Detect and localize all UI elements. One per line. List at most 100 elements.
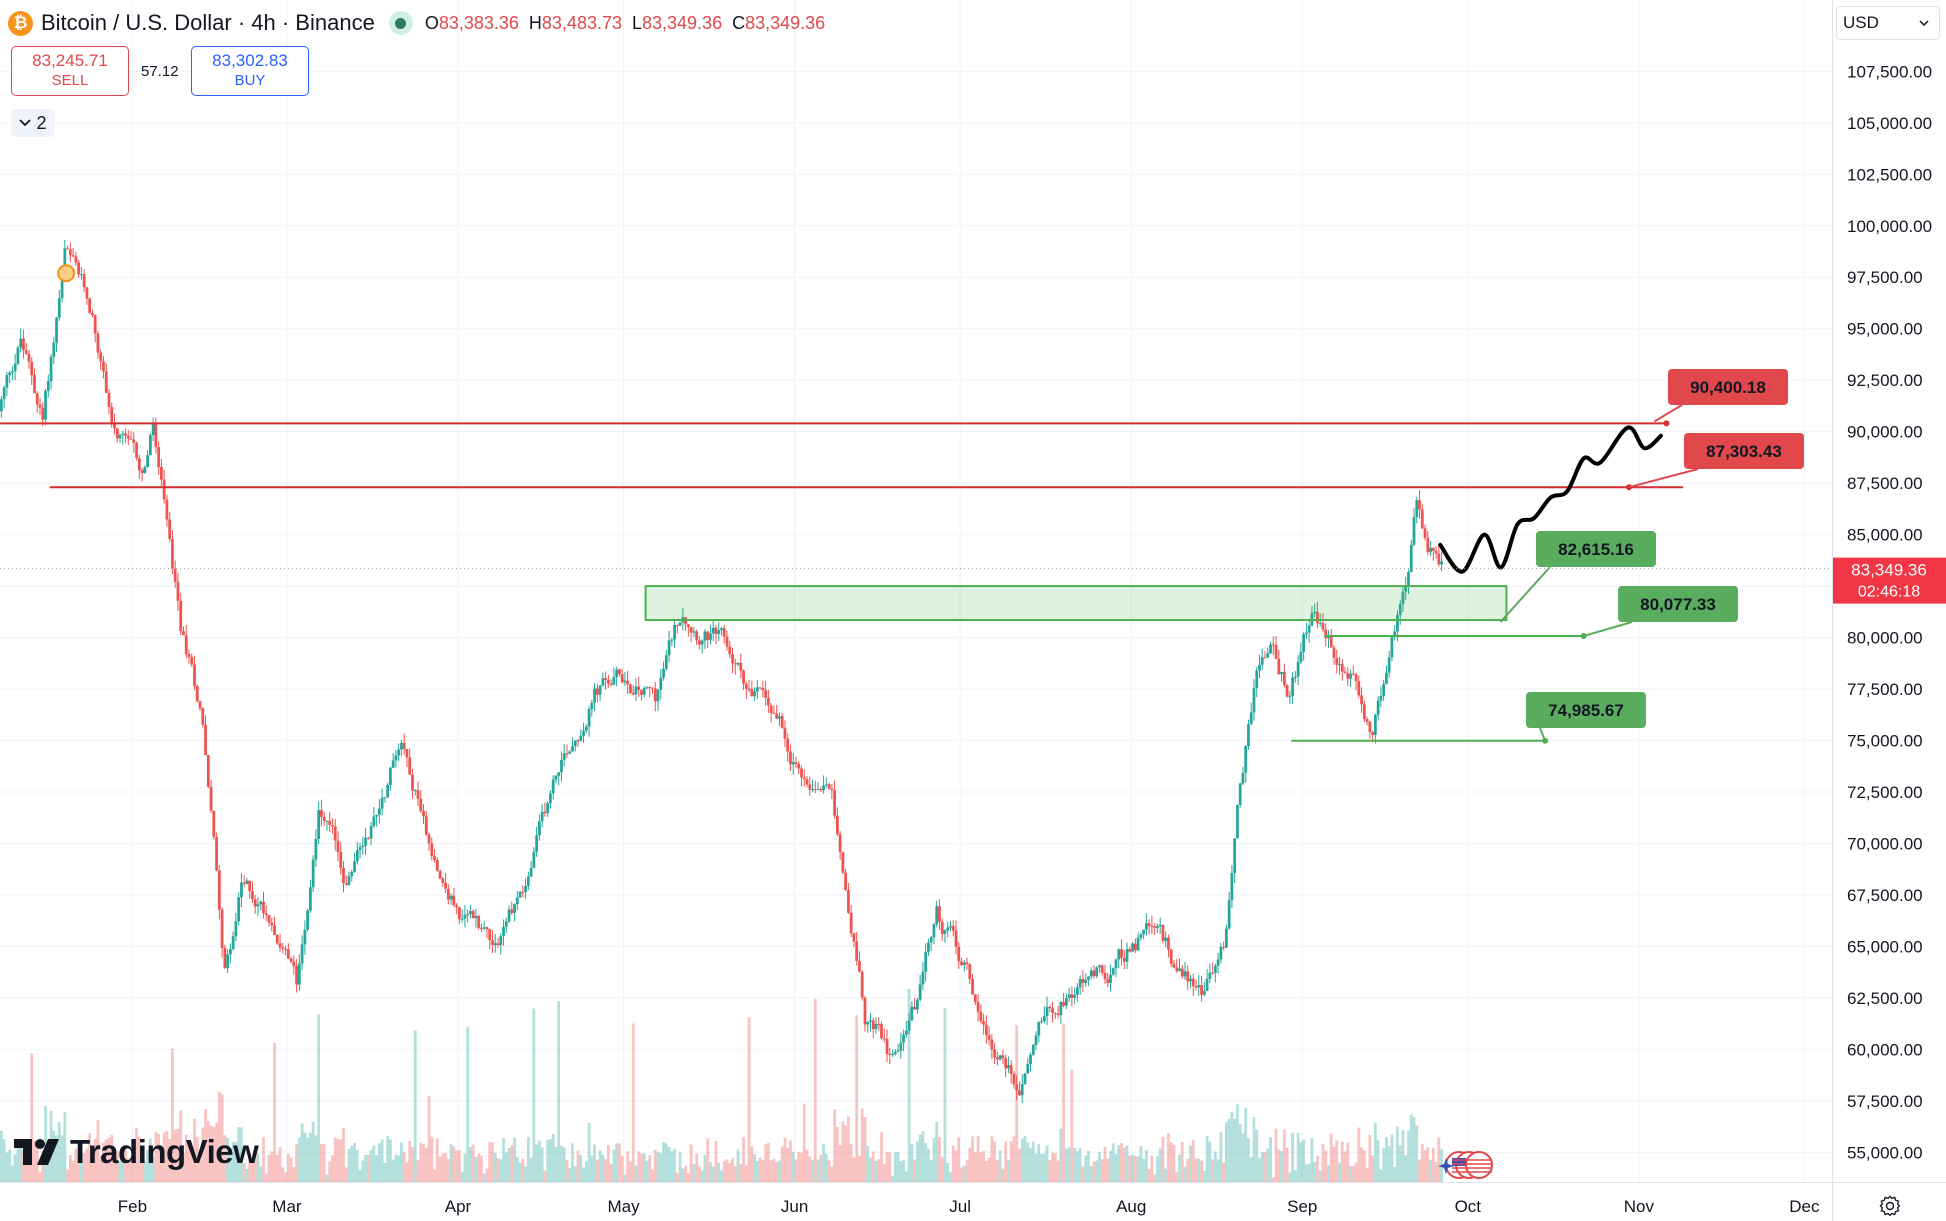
candle-body bbox=[427, 834, 431, 844]
drawings-layer[interactable]: 82,615.16 90,400.18 87,303.43 80,077.33 74,9… bbox=[0, 264, 1832, 1179]
candle-body bbox=[805, 779, 809, 785]
candle-body bbox=[775, 713, 779, 719]
candle-body bbox=[1031, 1045, 1035, 1055]
candle-body bbox=[477, 915, 481, 928]
volume-bar bbox=[1340, 1141, 1344, 1182]
price-axis[interactable]: 55,000.00 57,500.00 60,000.00 62,500.00 65,0… bbox=[1832, 0, 1946, 1221]
ohlc-high: H83,483.73 bbox=[528, 12, 622, 33]
candle-body bbox=[899, 1042, 903, 1051]
candle-body bbox=[579, 735, 583, 741]
candle-body bbox=[226, 954, 229, 969]
chart-settings-button[interactable] bbox=[1876, 1192, 1904, 1220]
volume-bar bbox=[844, 1125, 848, 1182]
volume-bar bbox=[1362, 1150, 1366, 1182]
buy-button[interactable]: 83,302.83 BUY bbox=[191, 46, 309, 96]
volume-bar bbox=[1095, 1160, 1099, 1182]
volume-bar bbox=[24, 1155, 28, 1182]
candle-body bbox=[394, 755, 398, 761]
candle-body bbox=[1001, 1055, 1005, 1059]
volume-bar bbox=[33, 1140, 36, 1182]
candle-body bbox=[99, 352, 103, 362]
volume-bar bbox=[1396, 1126, 1399, 1182]
time-axis[interactable]: Feb Mar Apr May Jun Jul Aug Sep Oct Nov Dec bbox=[0, 1182, 1946, 1217]
candle-body bbox=[1398, 604, 1402, 615]
candle-body bbox=[209, 786, 213, 811]
sell-button[interactable]: 83,245.71 SELL bbox=[11, 46, 129, 96]
volume-bar bbox=[1288, 1172, 1292, 1182]
support-label-2-connector bbox=[1539, 727, 1546, 742]
candle-body bbox=[38, 404, 42, 408]
volume-bar bbox=[932, 1137, 936, 1182]
volume-bar bbox=[626, 1151, 630, 1182]
candle-body bbox=[8, 372, 12, 376]
candle-body bbox=[411, 774, 414, 791]
volume-bar bbox=[1158, 1148, 1162, 1182]
symbol-title[interactable]: Bitcoin / U.S. Dollar · 4h · Binance bbox=[41, 10, 375, 35]
candle-body bbox=[391, 760, 395, 768]
volume-bar bbox=[82, 1153, 86, 1182]
candle-body bbox=[725, 636, 729, 647]
volume-bar bbox=[797, 1152, 801, 1182]
candle-body bbox=[13, 363, 17, 372]
candle-body bbox=[1194, 986, 1198, 988]
volume-bar bbox=[344, 1167, 348, 1182]
volume-bar bbox=[1100, 1158, 1104, 1182]
candle-body bbox=[783, 727, 787, 739]
candle-body bbox=[82, 274, 86, 288]
candle-body bbox=[1125, 949, 1129, 962]
time-tick-label: Jun bbox=[781, 1197, 808, 1216]
candle-body bbox=[744, 683, 748, 689]
candle-body bbox=[1191, 978, 1195, 987]
candle-body bbox=[1233, 838, 1237, 874]
price-tick-label: 62,500.00 bbox=[1847, 989, 1923, 1008]
volume-bar bbox=[609, 1163, 613, 1182]
volume-bar bbox=[601, 1154, 605, 1182]
volume-bar bbox=[1393, 1167, 1397, 1182]
volume-bar bbox=[1249, 1157, 1253, 1182]
volume-bar bbox=[1175, 1172, 1179, 1182]
tradingview-logo[interactable]: TradingView bbox=[14, 1133, 259, 1171]
countdown-text: 02:46:18 bbox=[1858, 584, 1920, 601]
support-label-1-connector bbox=[1583, 621, 1633, 637]
candle-body bbox=[1307, 625, 1311, 633]
candle-body bbox=[358, 847, 362, 851]
candle-body bbox=[631, 692, 635, 695]
volume-bar bbox=[1329, 1133, 1333, 1182]
candle-body bbox=[802, 777, 806, 780]
candle-body bbox=[943, 930, 947, 934]
volume-bar bbox=[303, 1132, 307, 1182]
volume-bar bbox=[1189, 1145, 1192, 1182]
candle-body bbox=[797, 763, 801, 769]
candle-body bbox=[504, 921, 508, 927]
candle-body bbox=[449, 895, 453, 900]
volume-bar bbox=[115, 1150, 119, 1182]
candle-body bbox=[1332, 647, 1336, 658]
candle-body bbox=[935, 906, 939, 925]
volume-bar bbox=[1023, 1136, 1027, 1182]
candle-body bbox=[1357, 681, 1361, 696]
volume-bar bbox=[212, 1126, 216, 1182]
candle-body bbox=[1040, 1021, 1043, 1023]
volume-bar bbox=[11, 1165, 14, 1182]
volume-bar bbox=[794, 1159, 798, 1182]
indicators-toggle-button[interactable]: 2 bbox=[11, 109, 55, 137]
volume-bar bbox=[469, 1147, 472, 1182]
candle-body bbox=[1340, 664, 1344, 672]
candle-body bbox=[11, 371, 14, 373]
price-tick-label: 57,500.00 bbox=[1847, 1092, 1923, 1111]
candle-body bbox=[1026, 1063, 1030, 1074]
buy-price: 83,302.83 bbox=[212, 51, 288, 70]
candle-body bbox=[568, 751, 572, 754]
us-flag-event-icon[interactable] bbox=[1438, 1151, 1493, 1179]
candle-body bbox=[171, 539, 174, 569]
candle-body bbox=[435, 860, 439, 871]
volume-bar bbox=[1120, 1142, 1123, 1182]
volume-bar bbox=[402, 1152, 406, 1182]
volume-bar bbox=[1136, 1156, 1140, 1182]
candle-body bbox=[844, 872, 848, 890]
currency-selector[interactable]: USD bbox=[1836, 6, 1940, 40]
candle-body bbox=[1178, 968, 1181, 971]
candle-body bbox=[1175, 967, 1179, 971]
volume-bar bbox=[921, 1131, 925, 1182]
